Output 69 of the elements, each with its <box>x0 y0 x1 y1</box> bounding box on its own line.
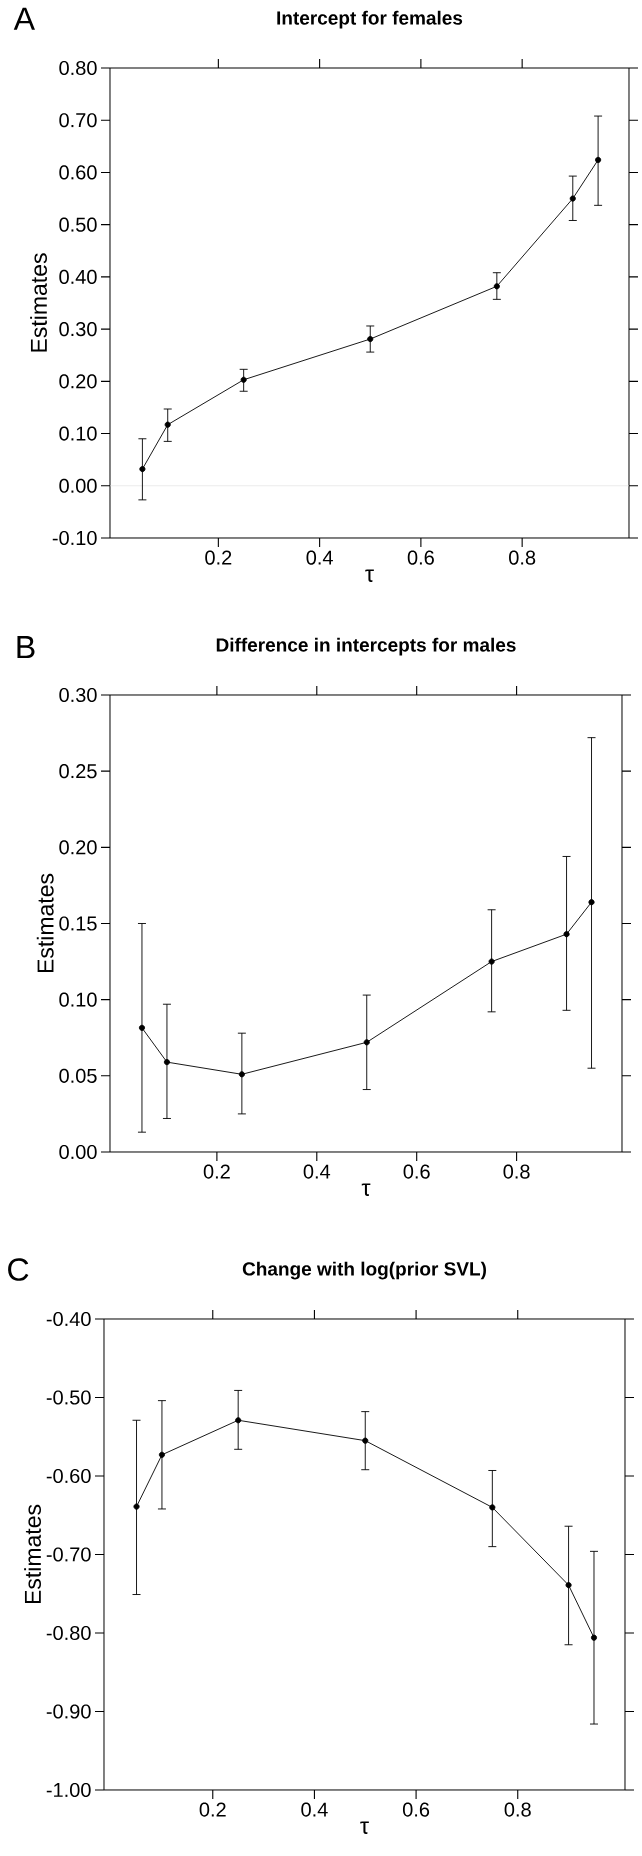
point <box>133 1503 140 1510</box>
y-tick-label: 0.40 <box>59 269 97 284</box>
chart-title: Difference in intercepts for males <box>216 637 516 656</box>
y-tick-label: 0.30 <box>59 687 97 703</box>
x-tick-label: 0.6 <box>407 550 434 565</box>
x-tick-label: 0.6 <box>403 1164 430 1179</box>
y-tick-label: -0.40 <box>46 1311 91 1327</box>
point <box>590 1634 598 1641</box>
point <box>588 899 595 906</box>
y-tick-label: 0.15 <box>59 916 97 931</box>
text: C <box>8 1258 29 1281</box>
y-tick-label: -1.00 <box>46 1782 91 1798</box>
x-tick-label: 0.2 <box>205 550 232 565</box>
x-tick-label: 0.2 <box>199 1802 226 1817</box>
y-tick-label: 0.70 <box>59 113 97 128</box>
y-tick-label: 0.20 <box>59 374 97 389</box>
x-tick-label: 0.4 <box>303 1164 331 1179</box>
x-axis-title: τ <box>360 1821 369 1834</box>
y-tick-label: -0.10 <box>52 530 97 546</box>
y-tick-label: 0.80 <box>59 60 97 76</box>
point <box>235 1417 242 1424</box>
y-tick-label: -0.60 <box>46 1468 91 1484</box>
point <box>595 156 602 163</box>
point <box>163 1059 170 1066</box>
x-tick-label: 0.8 <box>504 1802 531 1817</box>
point <box>164 421 171 428</box>
y-tick-label: 0.25 <box>59 764 97 779</box>
y-tick-label: 0.10 <box>59 992 97 1007</box>
point <box>565 1582 572 1589</box>
y-tick-label: 0.00 <box>59 478 97 493</box>
point <box>367 335 374 343</box>
x-tick-label: 0.4 <box>301 1802 328 1817</box>
y-tick-label: -0.80 <box>46 1625 91 1641</box>
point <box>238 1071 245 1078</box>
point <box>363 1039 370 1046</box>
point <box>563 931 570 938</box>
point <box>139 466 146 473</box>
y-axis-title: Estimates <box>30 253 48 352</box>
y-tick-label: 0.20 <box>59 840 97 855</box>
point <box>362 1437 369 1444</box>
y-tick-label: 0.10 <box>59 426 97 441</box>
y-tick-label: 0.50 <box>59 217 97 232</box>
point <box>158 1451 165 1458</box>
y-tick-label: 0.05 <box>59 1068 97 1083</box>
point <box>569 195 576 202</box>
x-axis-title: τ <box>365 569 374 582</box>
y-tick-label: -0.90 <box>46 1704 91 1719</box>
point <box>488 958 495 965</box>
y-tick-label: 0.60 <box>59 165 97 180</box>
y-tick-label: 0.00 <box>59 1144 97 1160</box>
point <box>489 1504 496 1511</box>
x-tick-label: 0.8 <box>503 1164 530 1179</box>
y-axis-title: Estimates <box>36 873 54 973</box>
point <box>240 376 247 383</box>
y-tick-label: -0.50 <box>46 1390 91 1405</box>
x-tick-label: 0.8 <box>509 550 536 565</box>
text: B <box>17 636 35 659</box>
point <box>493 283 500 290</box>
y-tick-label: 0.30 <box>59 322 97 337</box>
x-tick-label: 0.6 <box>402 1802 430 1817</box>
x-tick-label: 0.4 <box>306 550 333 565</box>
x-tick-label: 0.2 <box>203 1164 230 1179</box>
chart-title: Change with log(prior SVL) <box>242 1261 486 1280</box>
x-axis-title: τ <box>361 1183 371 1196</box>
y-tick-label: -0.70 <box>46 1547 91 1562</box>
point <box>138 1024 146 1031</box>
text: A <box>13 7 35 30</box>
chart-title: Intercept for females <box>277 10 463 29</box>
y-axis-title: Estimates <box>24 1504 42 1604</box>
